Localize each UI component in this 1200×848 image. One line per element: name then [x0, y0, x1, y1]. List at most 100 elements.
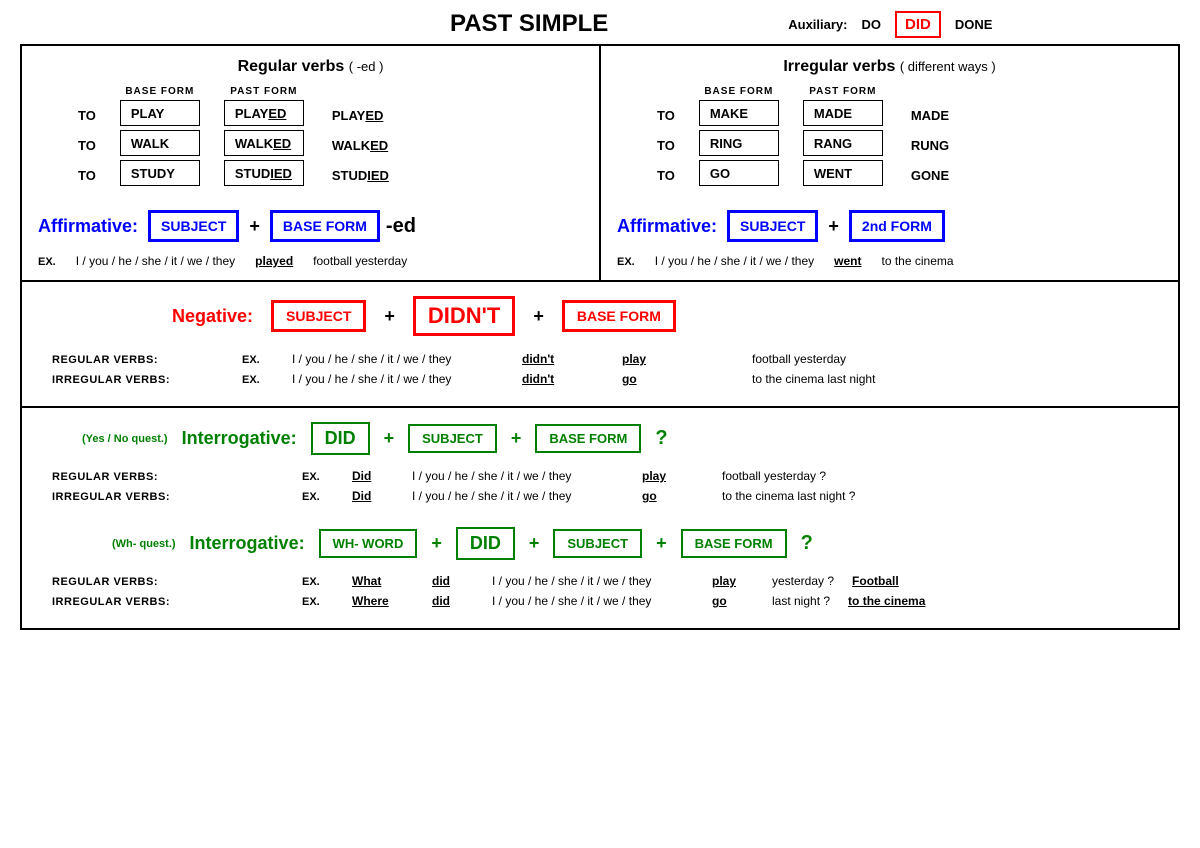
plus-sign: + — [249, 216, 260, 237]
negative-formula: Negative: SUBJECT + DIDN'T + BASE FORM — [172, 296, 1148, 336]
example-verb: go — [642, 489, 722, 503]
base-cell: MAKE — [699, 100, 779, 126]
regular-title: Regular verbs ( -ed ) — [38, 58, 583, 76]
example-wh: What — [352, 574, 432, 588]
example-label: IRREGULAR VERBS: — [52, 491, 302, 503]
regular-forms: TO TO TO BASE FORM PLAY WALK STUDY PAST … — [78, 86, 583, 192]
negative-label: Negative: — [172, 306, 253, 327]
interrogative-wh-regular: REGULAR VERBS: EX. What did I / you / he… — [52, 574, 1148, 588]
interrogative-label: Interrogative: — [182, 428, 297, 449]
past-cell: WALKED — [224, 130, 304, 156]
base-cell: STUDY — [120, 160, 200, 186]
example-label: REGULAR VERBS: — [52, 576, 302, 588]
plus-sign: + — [656, 533, 667, 554]
wh-label: (Wh- quest.) — [112, 538, 176, 550]
subject-box: SUBJECT — [271, 300, 366, 332]
ed-suffix: -ed — [386, 215, 416, 238]
example-label: REGULAR VERBS: — [52, 471, 302, 483]
pp-cell: STUDIED — [328, 162, 393, 188]
interrogative-wh-irregular: IRREGULAR VERBS: EX. Where did I / you /… — [52, 594, 1148, 608]
example-verb: play — [622, 352, 752, 366]
example-answer: Football — [852, 574, 899, 588]
example-subject: I / you / he / she / it / we / they — [412, 469, 642, 483]
to-cell: TO — [78, 132, 96, 158]
ex-tag: EX. — [302, 471, 352, 483]
example-aux: Did — [352, 489, 412, 503]
aux-do: DO — [862, 17, 882, 32]
irregular-forms: TO TO TO BASE FORM MAKE RING GO PAST FOR… — [657, 86, 1162, 192]
regular-to-col: TO TO TO — [78, 86, 96, 192]
ex-tag: EX. — [302, 596, 352, 608]
ex-tag: EX. — [302, 576, 352, 588]
past-header: PAST FORM — [803, 86, 883, 97]
to-cell: TO — [657, 132, 675, 158]
example-label: REGULAR VERBS: — [52, 354, 242, 366]
pp-cell: RUNG — [907, 132, 953, 158]
subject-box: SUBJECT — [553, 529, 642, 558]
plus-sign: + — [529, 533, 540, 554]
ex-tag: EX. — [242, 374, 292, 386]
question-mark: ? — [655, 427, 667, 450]
example-subject: I / you / he / she / it / we / they — [412, 489, 642, 503]
example-verb: play — [712, 574, 772, 588]
interrogative-yn-regular: REGULAR VERBS: EX. Did I / you / he / sh… — [52, 469, 1148, 483]
irregular-subtitle: ( different ways ) — [900, 59, 996, 74]
negative-section: Negative: SUBJECT + DIDN'T + BASE FORM R… — [21, 281, 1179, 407]
ex-tag: EX. — [302, 491, 352, 503]
pp-cell: PLAYED — [328, 102, 393, 128]
affirmative-label: Affirmative: — [617, 216, 717, 237]
irregular-base-col: BASE FORM MAKE RING GO — [699, 86, 779, 192]
question-mark: ? — [801, 532, 813, 555]
to-cell: TO — [78, 162, 96, 188]
example-rest: to the cinema last night — [752, 372, 875, 386]
ex-tag: EX. — [242, 354, 292, 366]
past-cell: STUDIED — [224, 160, 304, 186]
base-form-box: BASE FORM — [681, 529, 787, 558]
plus-sign: + — [431, 533, 442, 554]
base-header: BASE FORM — [120, 86, 200, 97]
past-cell: MADE — [803, 100, 883, 126]
irregular-past-col: PAST FORM MADE RANG WENT — [803, 86, 883, 192]
pp-cell: WALKED — [328, 132, 393, 158]
example-rest: last night ? — [772, 594, 830, 608]
irregular-title-text: Irregular verbs — [783, 58, 895, 75]
past-cell: WENT — [803, 160, 883, 186]
irregular-example: EX. I / you / he / she / it / we / they … — [617, 254, 1162, 268]
regular-example: EX. I / you / he / she / it / we / they … — [38, 254, 583, 268]
irregular-to-col: TO TO TO — [657, 86, 675, 192]
example-aux: did — [432, 594, 492, 608]
example-label: EX. — [38, 256, 56, 268]
example-subject: I / you / he / she / it / we / they — [655, 254, 814, 268]
to-cell: TO — [657, 102, 675, 128]
plus-sign: + — [384, 306, 395, 327]
did-box: DID — [456, 527, 515, 560]
regular-panel: Regular verbs ( -ed ) TO TO TO BASE FORM… — [21, 45, 600, 281]
past-header: PAST FORM — [224, 86, 304, 97]
aux-did-box: DID — [895, 11, 941, 38]
example-verb: played — [255, 254, 293, 268]
interrogative-yn-formula: (Yes / No quest.) Interrogative: DID + S… — [82, 422, 1148, 455]
example-verb: went — [834, 254, 861, 268]
example-subject: I / you / he / she / it / we / they — [292, 352, 522, 366]
regular-base-col: BASE FORM PLAY WALK STUDY — [120, 86, 200, 192]
base-cell: RING — [699, 130, 779, 156]
negative-example-regular: REGULAR VERBS: EX. I / you / he / she / … — [52, 352, 1148, 366]
example-subject: I / you / he / she / it / we / they — [292, 372, 522, 386]
interrogative-yn-irregular: IRREGULAR VERBS: EX. Did I / you / he / … — [52, 489, 1148, 503]
subject-box: SUBJECT — [408, 424, 497, 453]
example-rest: to the cinema last night ? — [722, 489, 855, 503]
example-subject: I / you / he / she / it / we / they — [76, 254, 235, 268]
example-verb: play — [642, 469, 722, 483]
example-rest: football yesterday — [752, 352, 846, 366]
example-subject: I / you / he / she / it / we / they — [492, 594, 712, 608]
regular-past-col: PAST FORM PLAYED WALKED STUDIED — [224, 86, 304, 192]
example-label: IRREGULAR VERBS: — [52, 374, 242, 386]
regular-affirmative: Affirmative: SUBJECT + BASE FORM -ed — [38, 210, 583, 242]
negative-example-irregular: IRREGULAR VERBS: EX. I / you / he / she … — [52, 372, 1148, 386]
regular-subtitle: ( -ed ) — [349, 59, 384, 74]
base-form-box: BASE FORM — [535, 424, 641, 453]
example-aux: Did — [352, 469, 412, 483]
top-half: Regular verbs ( -ed ) TO TO TO BASE FORM… — [21, 45, 1179, 281]
pp-cell: GONE — [907, 162, 953, 188]
regular-title-text: Regular verbs — [238, 58, 345, 75]
